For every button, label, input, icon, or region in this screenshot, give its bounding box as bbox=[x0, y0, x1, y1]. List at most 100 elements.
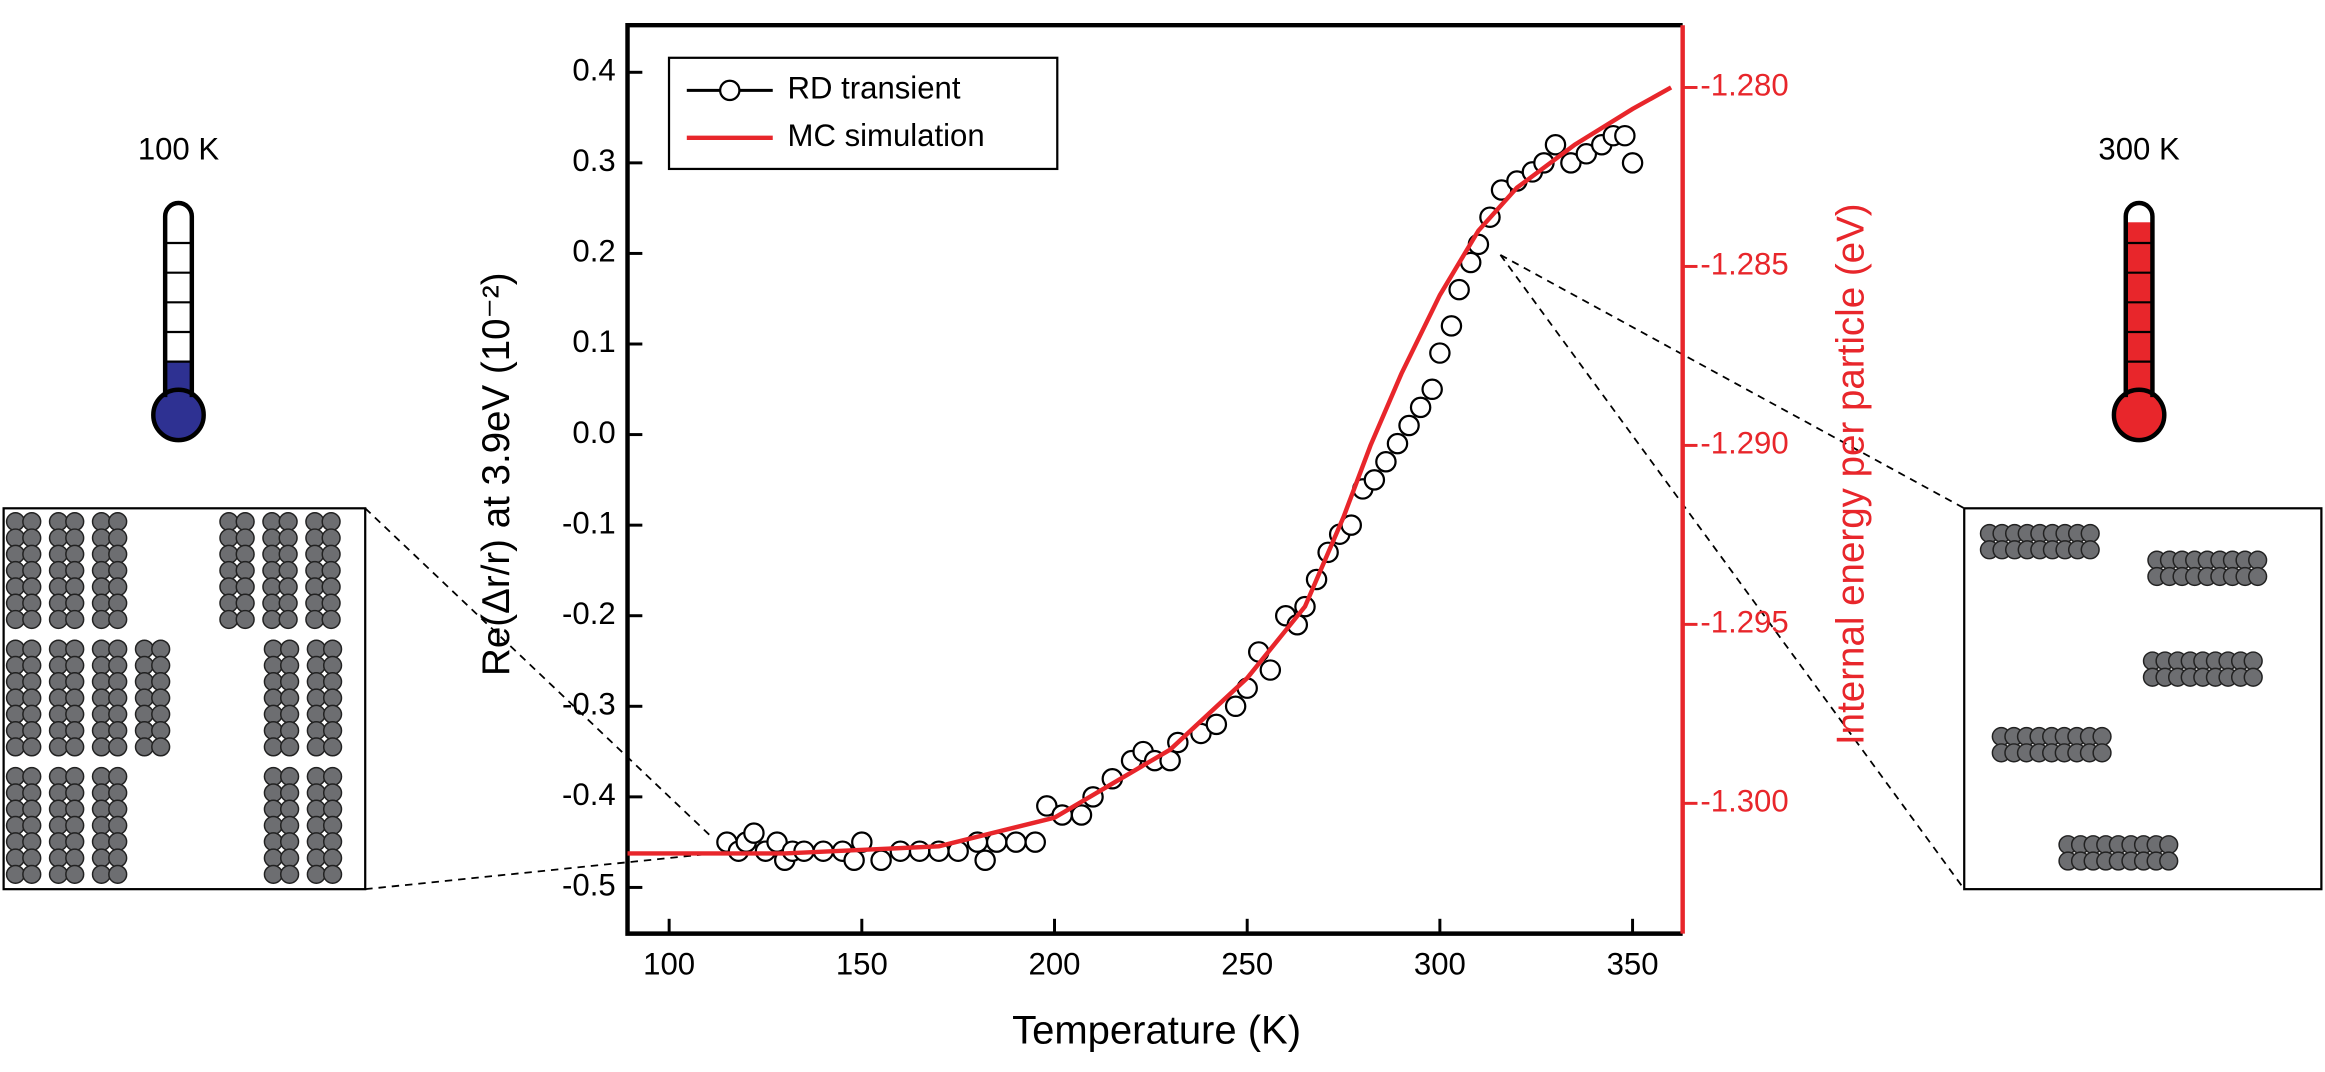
molecule bbox=[151, 639, 171, 659]
molecule bbox=[5, 799, 26, 819]
molecule bbox=[91, 832, 112, 852]
molecule bbox=[108, 560, 128, 581]
molecule bbox=[306, 848, 326, 868]
molecule bbox=[235, 609, 255, 630]
molecule bbox=[22, 560, 42, 581]
molecule bbox=[91, 704, 112, 724]
molecule bbox=[5, 864, 26, 884]
molecule bbox=[91, 720, 112, 741]
molecule bbox=[306, 639, 326, 659]
molecule bbox=[5, 704, 26, 724]
molecule bbox=[65, 848, 85, 868]
molecule bbox=[280, 688, 300, 708]
molecule bbox=[278, 560, 298, 581]
molecule bbox=[91, 655, 112, 676]
molecule bbox=[280, 720, 300, 741]
molecule bbox=[278, 593, 298, 613]
molecule bbox=[65, 864, 85, 884]
data-point bbox=[908, 840, 931, 862]
molecule bbox=[48, 864, 69, 884]
molecule bbox=[280, 704, 300, 724]
legend-label: RD transient bbox=[788, 71, 961, 106]
molecule bbox=[48, 639, 69, 659]
molecule bbox=[306, 864, 326, 884]
molecule bbox=[263, 737, 283, 757]
molecule bbox=[134, 704, 155, 724]
molecule bbox=[48, 655, 69, 676]
legend-marker bbox=[719, 79, 741, 102]
y-tick-label: 0.0 bbox=[572, 415, 615, 450]
molecule bbox=[108, 528, 128, 548]
molecule bbox=[2080, 523, 2100, 544]
molecule bbox=[321, 544, 341, 564]
molecule bbox=[5, 609, 26, 630]
molecule bbox=[5, 560, 26, 581]
data-point bbox=[1448, 278, 1470, 301]
molecule bbox=[22, 799, 42, 819]
molecule bbox=[306, 815, 326, 836]
y-axis-label: Re(Δr/r) at 3.9eV (10⁻²) bbox=[475, 272, 518, 676]
molecule bbox=[219, 609, 239, 630]
molecule bbox=[134, 639, 155, 659]
molecule bbox=[91, 639, 112, 659]
data-point bbox=[1621, 152, 1644, 174]
molecule bbox=[48, 560, 69, 581]
data-point bbox=[1440, 315, 1463, 337]
data-point bbox=[1024, 831, 1046, 853]
molecule bbox=[305, 609, 325, 630]
molecule bbox=[91, 864, 112, 884]
molecule bbox=[280, 815, 300, 836]
molecule bbox=[322, 720, 343, 741]
molecule bbox=[65, 512, 85, 532]
molecule bbox=[235, 560, 255, 581]
molecule bbox=[219, 544, 239, 564]
molecule bbox=[91, 766, 112, 787]
molecule bbox=[263, 864, 283, 884]
molecule bbox=[65, 544, 85, 564]
molecule bbox=[5, 815, 26, 836]
y2-tick-label: -1.295 bbox=[1700, 605, 1788, 640]
molecule bbox=[108, 512, 128, 532]
molecule bbox=[322, 737, 343, 757]
molecule bbox=[280, 848, 300, 868]
molecule bbox=[263, 704, 283, 724]
molecule bbox=[278, 609, 298, 630]
molecule bbox=[278, 577, 298, 597]
molecule bbox=[65, 560, 85, 581]
molecule bbox=[321, 512, 341, 532]
data-point bbox=[1386, 432, 1409, 455]
molecule bbox=[280, 766, 300, 787]
molecule bbox=[48, 704, 69, 724]
data-point bbox=[1409, 396, 1432, 419]
molecule bbox=[22, 832, 42, 852]
molecule bbox=[108, 593, 128, 613]
molecule bbox=[108, 766, 128, 787]
molecule bbox=[5, 737, 26, 757]
inset-panel bbox=[1963, 507, 2323, 891]
molecule bbox=[22, 639, 42, 659]
molecule bbox=[5, 720, 26, 741]
molecule bbox=[108, 609, 128, 630]
y-tick-label: -0.4 bbox=[562, 777, 616, 812]
molecule bbox=[134, 672, 155, 692]
molecule bbox=[306, 688, 326, 708]
data-point bbox=[1259, 659, 1282, 681]
x-tick-label: 100 bbox=[643, 946, 695, 981]
molecule bbox=[278, 544, 298, 564]
molecule bbox=[48, 737, 69, 757]
molecule bbox=[91, 815, 112, 836]
molecule bbox=[134, 655, 155, 676]
molecule bbox=[108, 799, 128, 819]
molecule bbox=[48, 815, 69, 836]
molecule bbox=[65, 672, 85, 692]
molecule bbox=[2159, 835, 2179, 855]
molecule bbox=[108, 783, 128, 803]
data-line bbox=[627, 85, 1673, 856]
molecule bbox=[280, 639, 300, 659]
molecule bbox=[22, 688, 42, 708]
molecule bbox=[22, 577, 42, 597]
x-tick-label: 150 bbox=[836, 946, 888, 981]
molecule bbox=[91, 528, 112, 548]
molecule bbox=[91, 783, 112, 803]
molecule bbox=[22, 864, 42, 884]
